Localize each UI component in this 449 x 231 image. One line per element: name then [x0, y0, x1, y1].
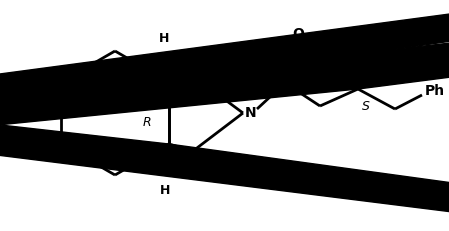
Text: S: S: [183, 94, 191, 106]
Text: H: H: [158, 31, 169, 45]
Text: 2: 2: [410, 40, 416, 50]
Text: H: H: [416, 30, 427, 44]
Text: O: O: [292, 27, 304, 41]
Text: CO: CO: [388, 30, 410, 44]
Text: R: R: [142, 116, 151, 128]
Text: Ph: Ph: [425, 84, 445, 98]
Text: S: S: [362, 100, 370, 113]
Text: H: H: [159, 183, 170, 197]
Text: N: N: [245, 106, 257, 120]
